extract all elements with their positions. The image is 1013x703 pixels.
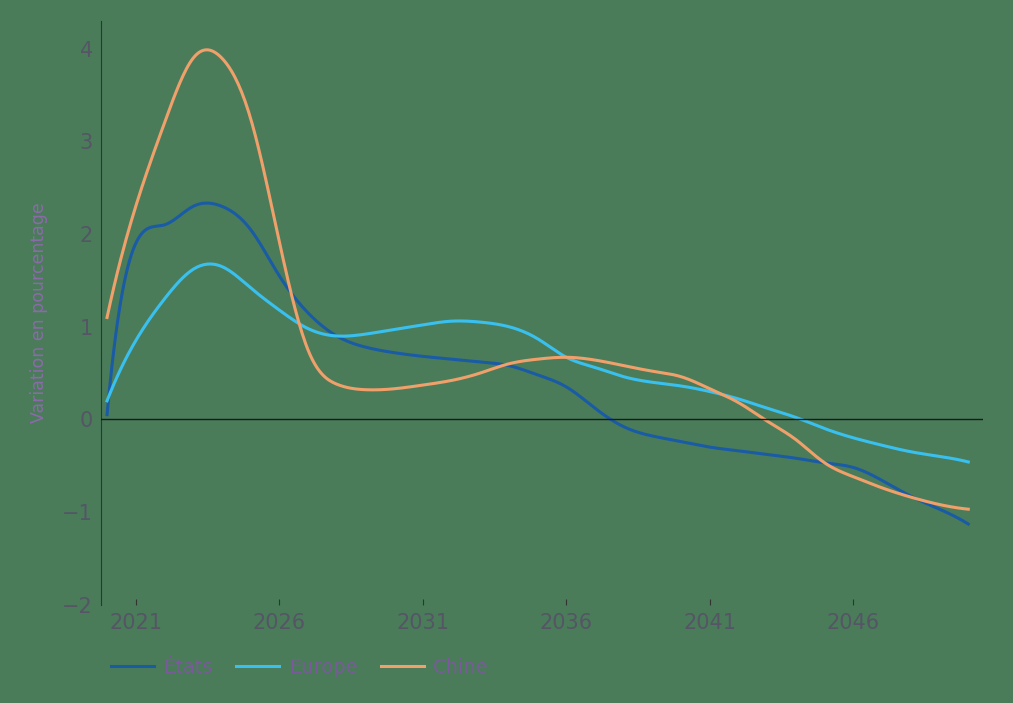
Chine <box>512 358 524 366</box>
Chine <box>201 46 213 54</box>
États <box>512 364 524 373</box>
Chine <box>101 314 113 322</box>
États <box>962 520 975 528</box>
Europe <box>517 327 529 335</box>
États <box>517 366 529 374</box>
Europe <box>808 420 821 429</box>
Chine <box>615 361 627 369</box>
Line: États: États <box>107 203 968 524</box>
États <box>943 510 955 518</box>
Europe <box>962 458 975 466</box>
États <box>568 388 580 396</box>
Europe <box>568 357 580 366</box>
Legend: États, Europe, Chine: États, Europe, Chine <box>111 657 489 676</box>
États <box>201 199 213 207</box>
États <box>808 457 821 465</box>
Chine <box>943 502 955 510</box>
Chine <box>517 356 529 365</box>
États <box>615 421 627 430</box>
Europe <box>205 259 217 268</box>
Line: Europe: Europe <box>107 264 968 462</box>
Chine <box>962 505 975 513</box>
États <box>101 411 113 419</box>
Europe <box>615 372 627 380</box>
Chine <box>808 451 821 459</box>
Europe <box>512 325 524 334</box>
Chine <box>568 354 580 362</box>
Line: Chine: Chine <box>107 50 968 509</box>
Europe <box>943 453 955 462</box>
Y-axis label: Variation en pourcentage: Variation en pourcentage <box>30 202 49 423</box>
Europe <box>101 396 113 405</box>
